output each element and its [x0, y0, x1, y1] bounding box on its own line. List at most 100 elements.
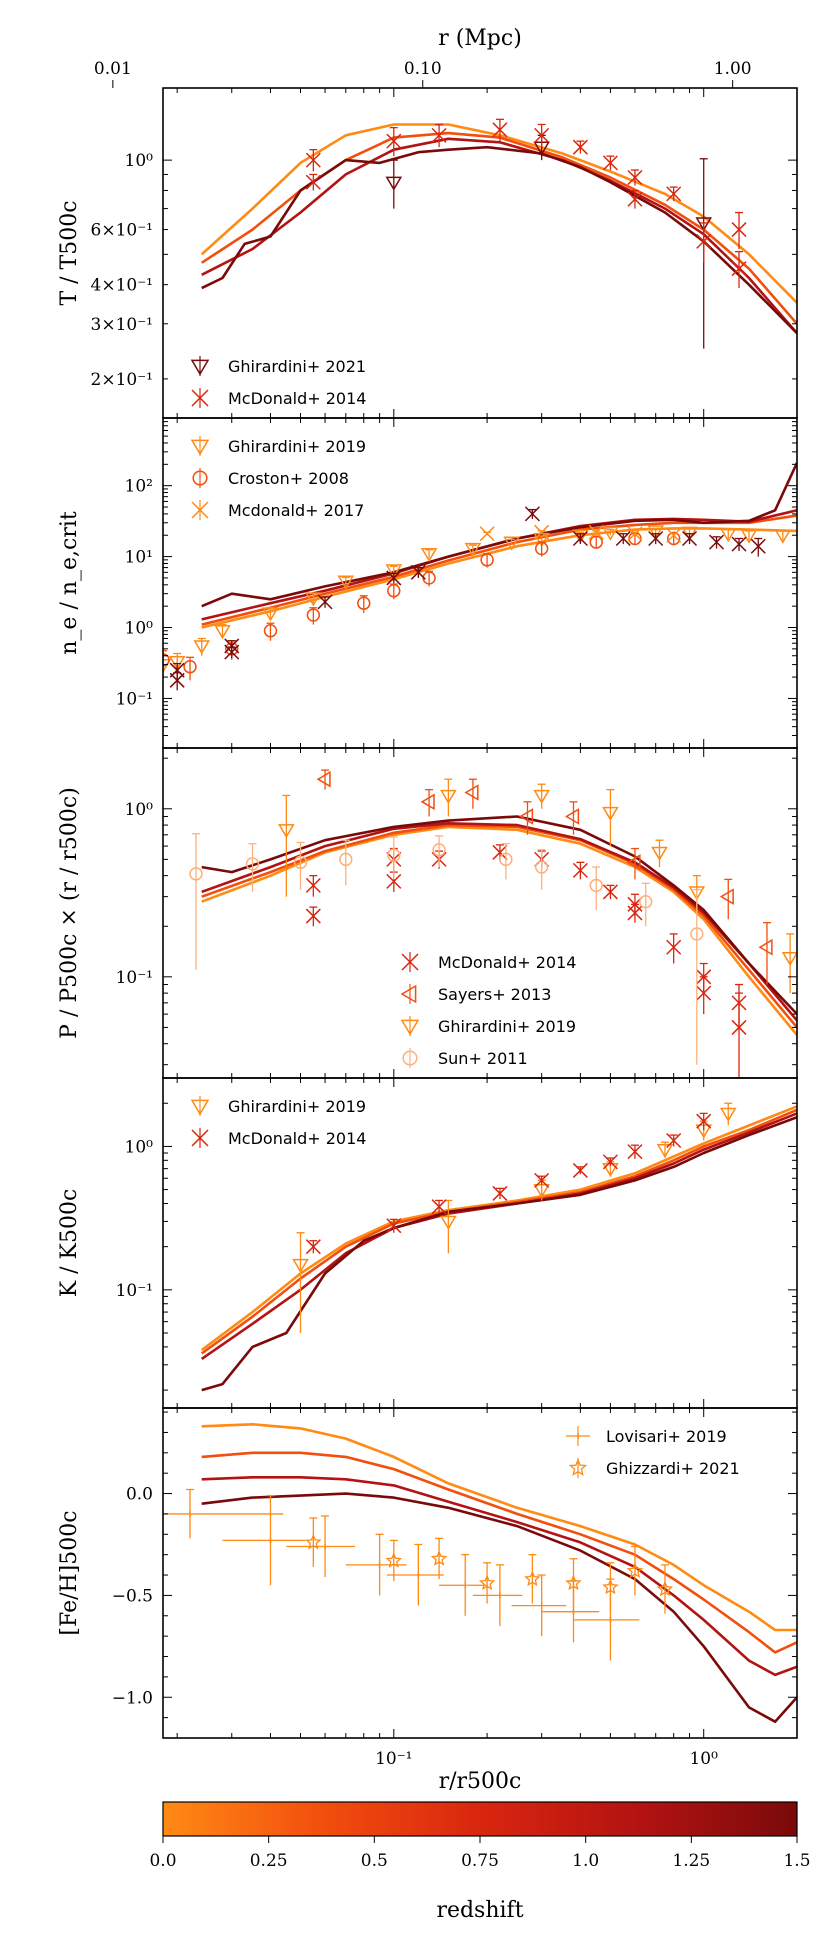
data-point: [286, 1515, 356, 1578]
marker-triangle-down: [656, 1143, 674, 1159]
marker-x: [681, 530, 698, 547]
data-point: [534, 541, 549, 557]
data-point: [626, 1545, 644, 1596]
marker-star: [656, 1580, 674, 1597]
data-point: [524, 1554, 541, 1604]
marker-x: [169, 672, 185, 688]
data-point: [337, 575, 355, 590]
data-point: [602, 1562, 619, 1612]
data-point: [639, 882, 653, 927]
data-point: [627, 903, 643, 923]
x-tick-label: 10⁻¹: [375, 1749, 412, 1769]
marker-x: [602, 1154, 618, 1170]
marker-triangle-left: [464, 784, 479, 801]
data-point: [774, 529, 792, 544]
panel-5: −1.0 −0.5 0.0 [Fe/H]500c Lovisari+ 2019 Ghizz…: [57, 1407, 798, 1739]
legend-label: Ghirardini+ 2019: [228, 1097, 366, 1116]
marker-triangle-down: [503, 536, 520, 551]
y-tick-label: 0.0: [126, 1485, 153, 1505]
marker-x: [602, 884, 618, 900]
marker-circle: [534, 541, 549, 556]
marker-triangle-down: [774, 529, 792, 544]
marker-x: [615, 530, 631, 547]
y-tick-label: 3×10⁻¹: [91, 315, 153, 335]
marker-x: [602, 155, 618, 171]
marker-x: [627, 169, 643, 186]
data-point: [305, 906, 321, 927]
marker-triangle-down: [214, 625, 231, 640]
data-point: [420, 788, 435, 817]
legend-entry: Mcdonald+ 2017: [191, 500, 364, 520]
marker-x: [305, 152, 321, 168]
data-point: [681, 530, 698, 547]
marker-triangle-down: [163, 658, 172, 674]
data-point: [183, 656, 197, 681]
marker-x: [524, 506, 540, 522]
marker-x: [666, 186, 682, 202]
data-point: [666, 933, 682, 964]
data-point: [386, 1218, 402, 1234]
plot-area: [189, 769, 797, 1078]
data-point: [647, 525, 665, 540]
marker-x: [731, 222, 747, 238]
marker-x: [534, 1172, 550, 1188]
marker-triangle-left: [316, 770, 331, 788]
marker-circle: [189, 867, 203, 881]
marker-triangle-down: [440, 1215, 457, 1230]
marker-triangle-down: [385, 176, 403, 191]
data-point: [386, 570, 402, 586]
marker-triangle-down: [168, 656, 186, 671]
data-point: [589, 535, 603, 549]
marker-triangle-left: [519, 808, 534, 825]
marker-triangle-down: [420, 548, 438, 563]
panel-frame: [162, 1407, 798, 1739]
data-point: [480, 553, 494, 568]
data-point: [305, 875, 321, 897]
data-point: [214, 623, 231, 640]
data-point: [626, 847, 641, 880]
data-point: [648, 530, 664, 547]
legend-entry: Ghirardini+ 2019: [400, 1016, 576, 1036]
marker-circle: [499, 852, 513, 867]
marker-x: [305, 174, 321, 190]
marker-triangle-down: [337, 575, 355, 590]
data-point: [432, 835, 446, 868]
y-tick-label: 10⁰: [125, 800, 154, 820]
marker-triangle-down: [695, 217, 713, 232]
data-point: [709, 534, 725, 550]
y-axis-label: P / P500c × (r / r500c): [57, 787, 82, 1039]
legend-entry: Ghizzardi+ 2021: [568, 1458, 740, 1478]
marker-circle: [690, 927, 704, 941]
marker-circle: [387, 848, 401, 862]
legend-entry: Croston+ 2008: [192, 468, 349, 488]
legend-label: Ghirardini+ 2021: [228, 357, 366, 376]
series-line: [201, 137, 797, 335]
marker-triangle-down: [719, 1107, 737, 1122]
data-point: [627, 1144, 643, 1160]
top-tick-label: 0.10: [404, 59, 442, 79]
data-point: [740, 529, 758, 544]
data-point: [589, 866, 603, 910]
panel-1: 2×10⁻¹ 3×10⁻¹ 4×10⁻¹ 6×10⁻¹ 10⁰ T / T500c Ghir…: [57, 87, 798, 419]
marker-triangle-down: [193, 640, 211, 655]
marker-triangle-down: [781, 952, 797, 967]
data-point: [690, 889, 704, 1065]
colorbar-tick-label: 1.0: [572, 1851, 599, 1871]
legend-entry: Sayers+ 2013: [400, 984, 551, 1004]
marker-star: [602, 1578, 619, 1595]
data-point: [511, 1574, 567, 1637]
data-point: [316, 769, 331, 790]
data-point: [193, 637, 211, 656]
data-point: [305, 1517, 322, 1567]
legend-label: Sayers+ 2013: [438, 985, 551, 1004]
series-line: [201, 145, 797, 335]
data-point: [602, 788, 619, 847]
data-point: [666, 527, 682, 543]
marker-x: [572, 862, 588, 878]
data-point: [387, 583, 401, 600]
top-tick-label: 1.00: [714, 59, 752, 79]
marker-x: [627, 191, 643, 207]
marker-x: [731, 1019, 747, 1035]
marker-circle: [183, 660, 197, 674]
data-point: [420, 548, 438, 563]
